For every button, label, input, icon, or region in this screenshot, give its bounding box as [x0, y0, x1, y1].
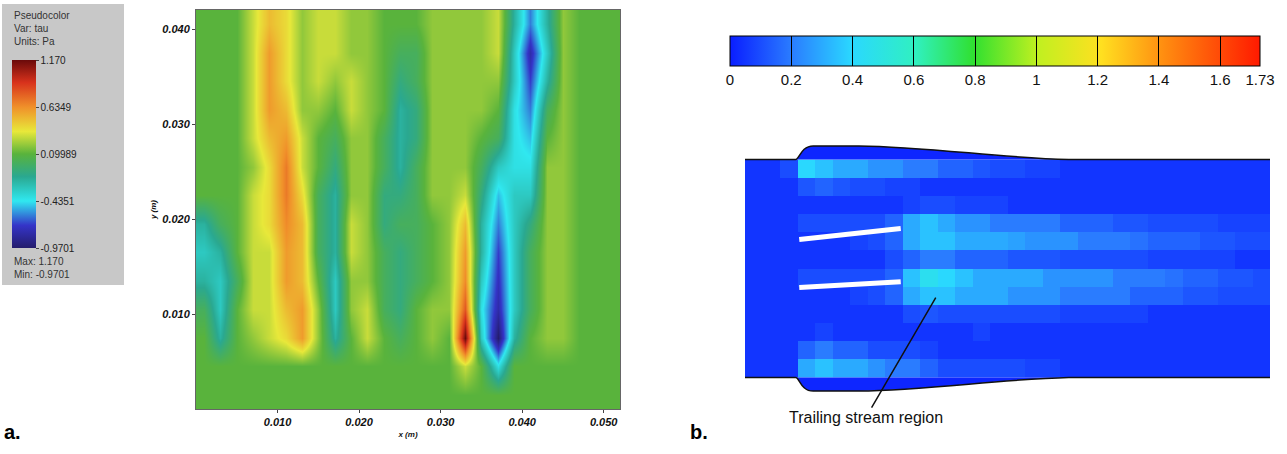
svg-text:0.010: 0.010 [264, 416, 292, 428]
svg-text:0.020: 0.020 [162, 213, 190, 225]
svg-text:0.040: 0.040 [162, 23, 190, 35]
svg-text:0.020: 0.020 [345, 416, 373, 428]
svg-text:1: 1 [1032, 71, 1040, 88]
svg-text:b.: b. [690, 421, 708, 443]
svg-text:PseudocolorVar: tauUnits: Pa: PseudocolorVar: tauUnits: Pa [14, 10, 70, 47]
svg-text:-0.9701: -0.9701 [41, 243, 75, 254]
svg-text:0.030: 0.030 [427, 416, 455, 428]
svg-text:0.010: 0.010 [162, 308, 190, 320]
svg-text:0.09989: 0.09989 [41, 149, 78, 160]
svg-text:x (m): x (m) [397, 430, 417, 439]
svg-text:y (m): y (m) [149, 200, 158, 220]
svg-text:0.4: 0.4 [842, 71, 863, 88]
svg-text:0.6349: 0.6349 [41, 102, 72, 113]
svg-text:1.4: 1.4 [1148, 71, 1169, 88]
svg-text:1.73: 1.73 [1245, 71, 1274, 88]
svg-text:1.6: 1.6 [1210, 71, 1231, 88]
svg-text:0.050: 0.050 [590, 416, 618, 428]
svg-text:Trailing stream region: Trailing stream region [789, 409, 943, 426]
svg-text:a.: a. [4, 421, 21, 443]
svg-text:0.040: 0.040 [508, 416, 536, 428]
svg-text:0: 0 [726, 71, 734, 88]
svg-text:1.170: 1.170 [41, 55, 66, 66]
svg-text:0.6: 0.6 [903, 71, 924, 88]
svg-text:-0.4351: -0.4351 [41, 196, 75, 207]
svg-text:0.030: 0.030 [162, 118, 190, 130]
svg-text:1.2: 1.2 [1087, 71, 1108, 88]
svg-text:Max: 1.170Min: -0.9701: Max: 1.170Min: -0.9701 [14, 256, 70, 280]
svg-text:0.2: 0.2 [781, 71, 802, 88]
svg-text:0.8: 0.8 [965, 71, 986, 88]
